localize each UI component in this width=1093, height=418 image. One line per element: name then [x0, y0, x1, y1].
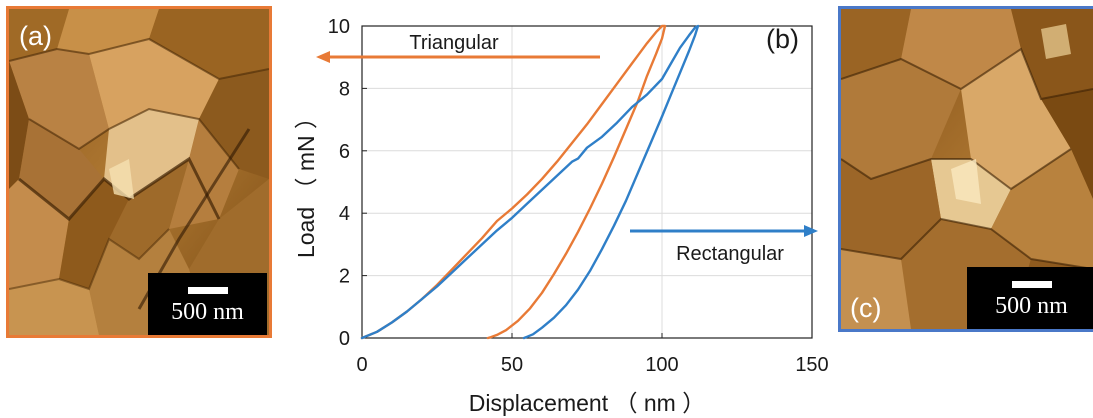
scale-bar-line-a	[187, 287, 228, 294]
triangular-label: Triangular	[409, 32, 499, 54]
chart-annotations: Triangular Rectangular	[316, 32, 818, 265]
rectangular-curve	[360, 24, 700, 340]
y-tick-label: 2	[339, 266, 350, 288]
x-axis-title: Displacement （ nm ）	[469, 390, 705, 416]
scale-bar-c: 500 nm	[967, 267, 1093, 329]
y-tick-label: 0	[339, 328, 350, 350]
scale-bar-a: 500 nm	[148, 273, 267, 335]
y-tick-label: 8	[339, 78, 350, 100]
panel-letter-a: (a)	[19, 21, 52, 51]
chart-ticks: 0 50 100 150 0 2 4 6 8 10	[328, 16, 829, 376]
scale-bar-line-c	[1011, 281, 1052, 288]
y-tick-label: 10	[328, 16, 350, 38]
triangular-curve	[360, 24, 667, 340]
panel-letter-b: (b)	[766, 24, 799, 54]
y-tick-label: 6	[339, 141, 350, 163]
x-tick-label: 100	[645, 354, 678, 376]
y-axis-title: Load （ mN ）	[293, 106, 319, 258]
rectangular-label: Rectangular	[676, 243, 784, 265]
chart-series	[360, 24, 700, 340]
rectangular-arrow-head	[804, 225, 818, 237]
x-tick-label: 150	[795, 354, 828, 376]
scale-bar-label-c: 500 nm	[995, 293, 1068, 319]
x-tick-label: 50	[501, 354, 523, 376]
afm-image-panel-c: (c) 500 nm	[838, 6, 1093, 332]
y-tick-label: 4	[339, 203, 350, 225]
load-displacement-chart: 0 50 100 150 0 2 4 6 8 10 Triangular Rectangular (…	[293, 16, 829, 416]
panel-letter-c: (c)	[850, 293, 882, 323]
scale-bar-label-a: 500 nm	[171, 299, 244, 325]
triangular-arrow-head	[316, 51, 330, 63]
afm-image-panel-a: (a) 500 nm	[6, 6, 272, 338]
plot-frame	[361, 25, 813, 339]
x-tick-label: 0	[356, 354, 367, 376]
